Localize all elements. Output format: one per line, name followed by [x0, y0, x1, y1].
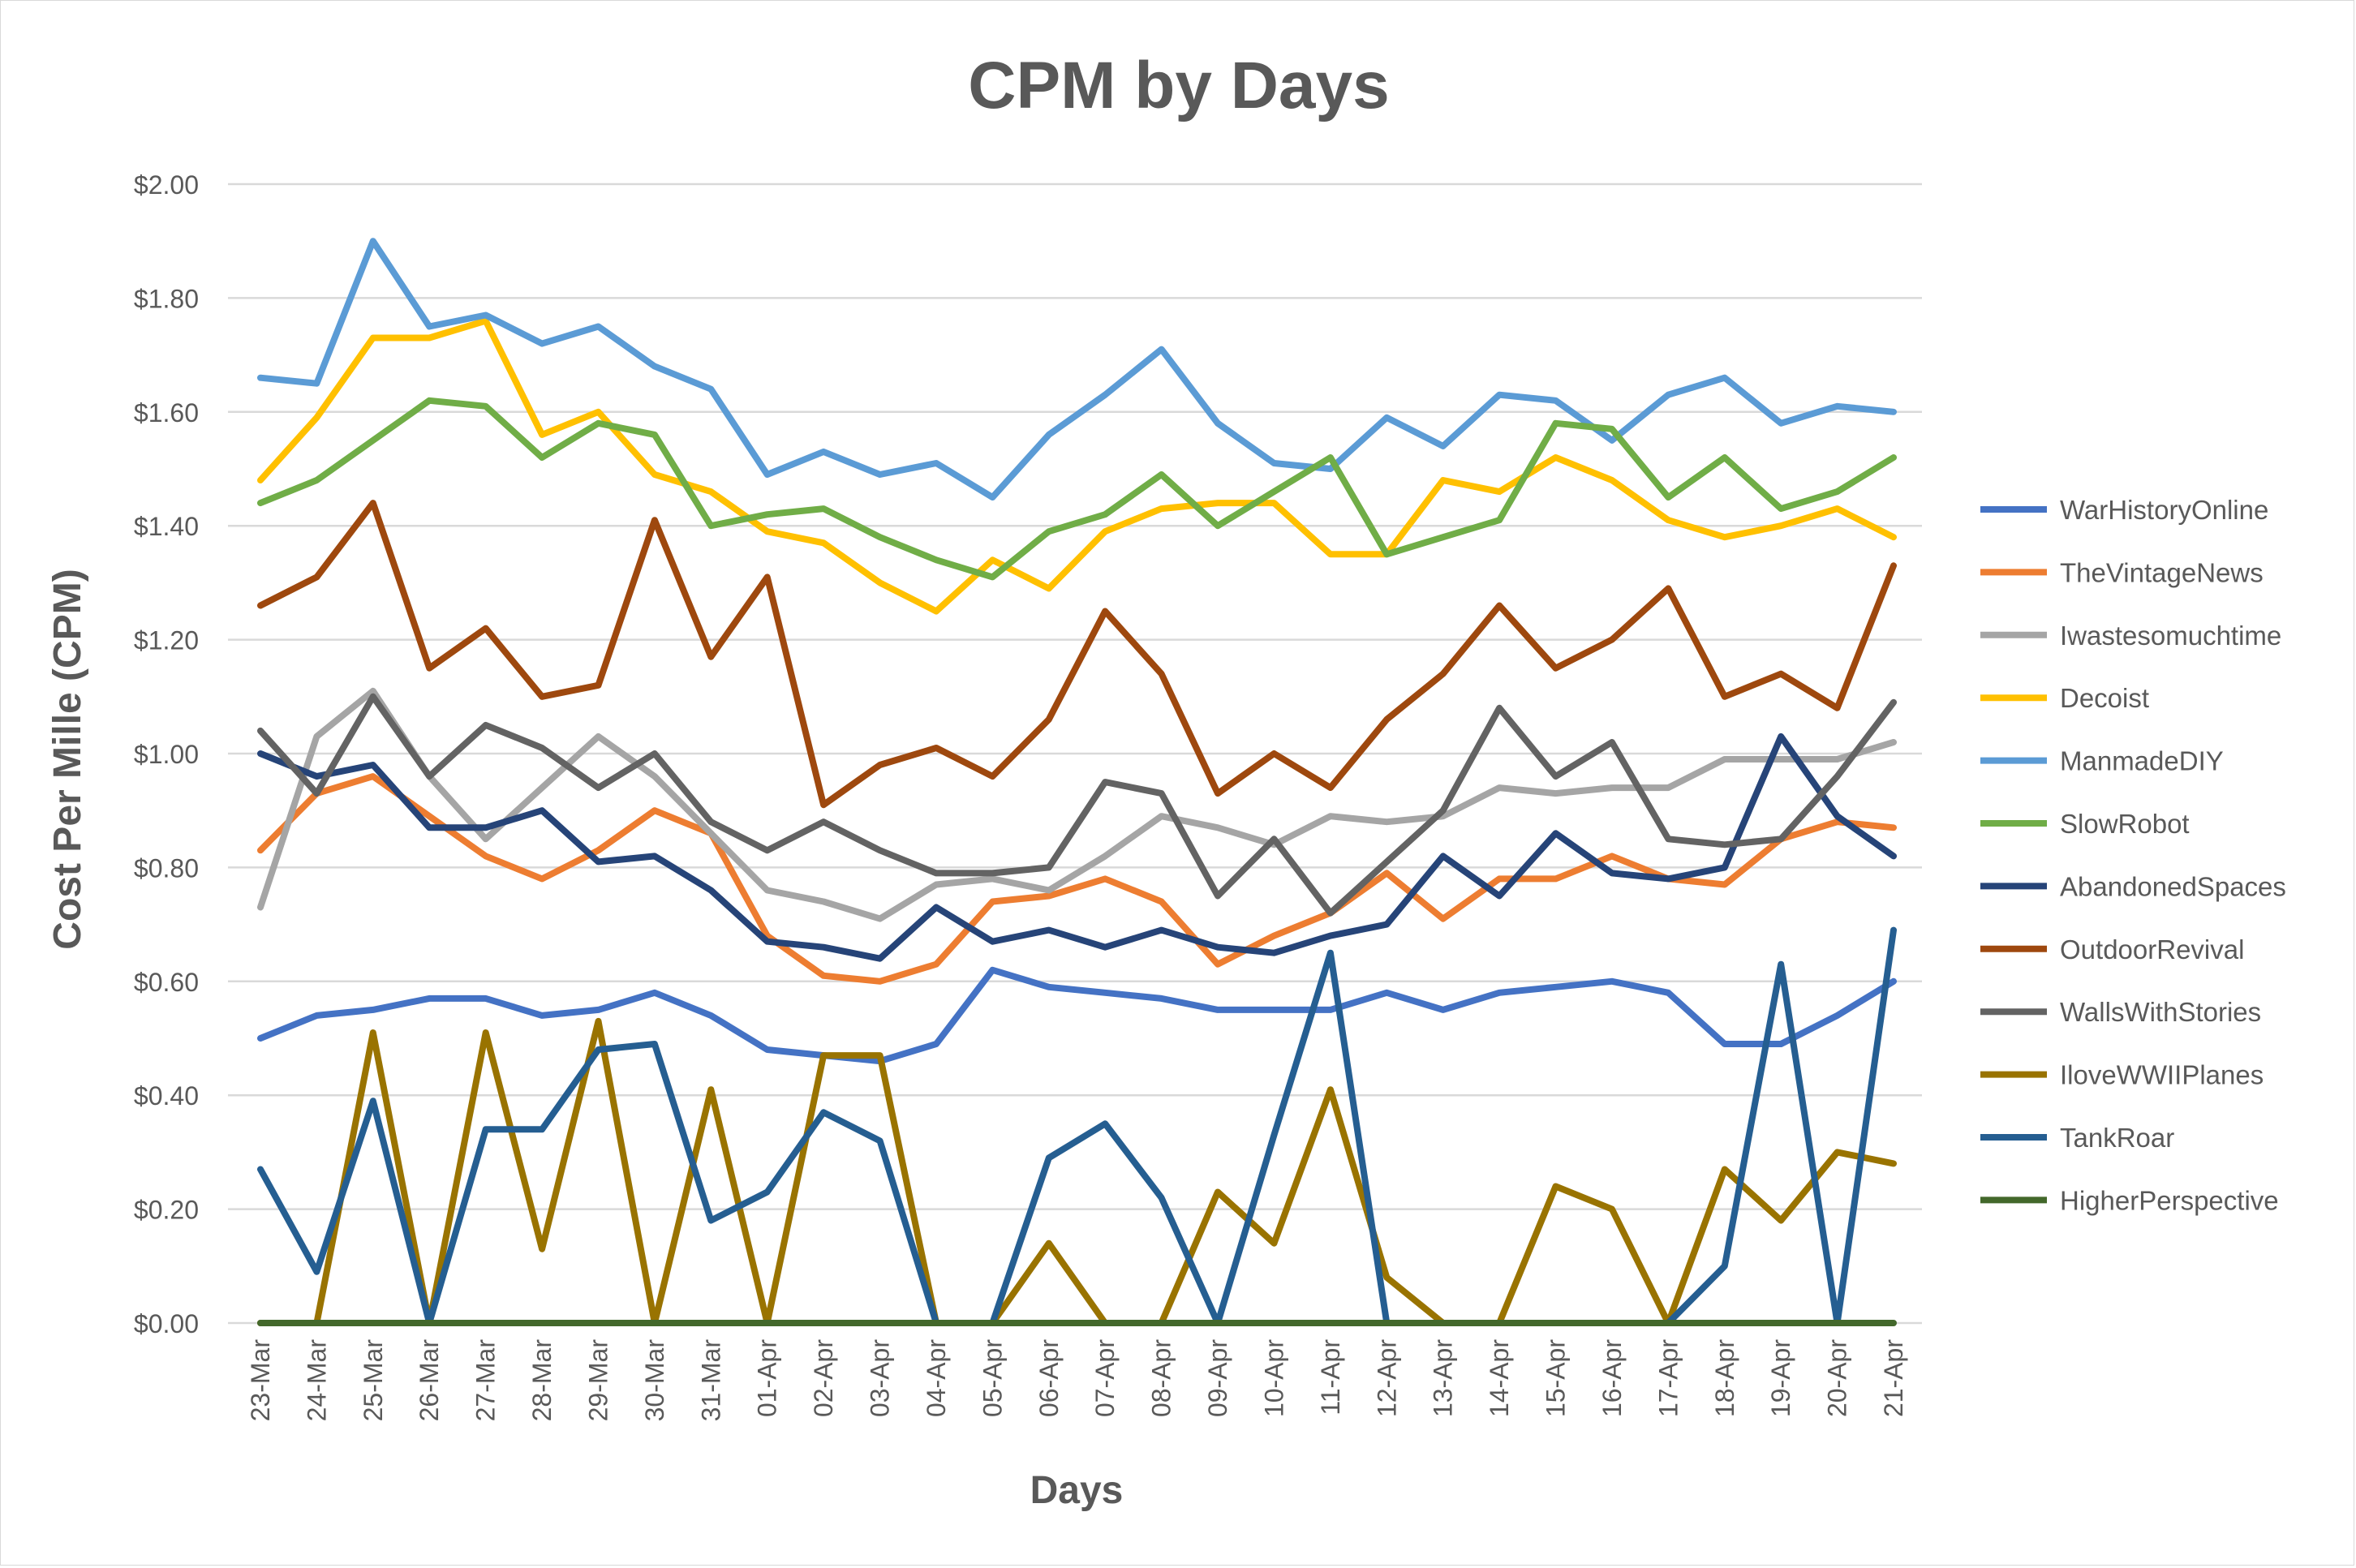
x-tick-labels: 23-Mar 24-Mar 25-Mar 26-Mar 27-Mar 28-Mar 29-M… [246, 1339, 1908, 1422]
y-tick-labels: $0.00 $0.20 $0.40 $0.60 $0.80 $1.00 $1.20 $1.40… [134, 170, 199, 1338]
legend-item: Decoist [1980, 683, 2149, 713]
legend-label: AbandonedSpaces [2060, 871, 2286, 901]
legend-label: Decoist [2060, 683, 2149, 713]
x-tick-label: 14-Apr [1485, 1339, 1514, 1417]
series-line-warhistoryonline [257, 966, 1897, 1065]
y-tick-label: $0.00 [134, 1309, 199, 1338]
legend-item: TheVintageNews [1980, 557, 2264, 587]
y-tick-label: $0.40 [134, 1081, 199, 1110]
x-tick-label: 31-Mar [696, 1339, 725, 1422]
legend-label: TankRoar [2060, 1123, 2174, 1153]
y-tick-label: $1.80 [134, 284, 199, 313]
series-line-thevintagenews [257, 773, 1897, 985]
x-tick-label: 26-Mar [415, 1339, 444, 1422]
y-tick-label: $1.00 [134, 740, 199, 769]
legend-item: HigherPerspective [1980, 1185, 2279, 1215]
gridlines [228, 183, 1922, 1325]
series-line-iwastesomuchtime [257, 687, 1897, 922]
legend-item: WallsWithStories [1980, 997, 2261, 1027]
x-tick-label: 18-Apr [1710, 1339, 1739, 1417]
legend-item: Iwastesomuchtime [1980, 621, 2281, 651]
legend-label: Iwastesomuchtime [2060, 621, 2281, 651]
y-tick-label: $0.80 [134, 853, 199, 883]
x-tick-label: 25-Mar [359, 1339, 388, 1422]
x-tick-label: 03-Apr [866, 1339, 895, 1417]
x-tick-label: 19-Apr [1766, 1339, 1795, 1417]
x-tick-label: 24-Mar [302, 1339, 331, 1422]
x-tick-label: 30-Mar [640, 1339, 669, 1422]
series-line-wallswithstories [257, 693, 1897, 917]
y-tick-label: $1.60 [134, 398, 199, 427]
legend-label: IloveWWIIPlanes [2060, 1060, 2264, 1090]
series-line-abandonedspaces [257, 732, 1897, 962]
legend-label: TheVintageNews [2060, 557, 2264, 587]
legend-label: HigherPerspective [2060, 1185, 2279, 1215]
chart-title: CPM by Days [968, 49, 1390, 122]
y-tick-label: $2.00 [134, 170, 199, 200]
x-tick-label: 29-Mar [583, 1339, 613, 1422]
x-tick-label: 23-Mar [246, 1339, 275, 1422]
x-tick-label: 13-Apr [1429, 1339, 1458, 1417]
x-tick-label: 10-Apr [1259, 1339, 1288, 1417]
x-tick-label: 06-Apr [1034, 1339, 1064, 1417]
series-line-outdoorrevival [257, 500, 1897, 809]
x-tick-label: 20-Apr [1823, 1339, 1852, 1417]
x-tick-label: 02-Apr [809, 1339, 838, 1417]
series-lines [257, 238, 1897, 1326]
x-tick-label: 01-Apr [753, 1339, 782, 1417]
legend-label: SlowRobot [2060, 809, 2190, 839]
legend-label: ManmadeDIY [2060, 746, 2224, 776]
y-tick-label: $1.20 [134, 626, 199, 655]
legend-item: TankRoar [1980, 1123, 2174, 1153]
legend-label: WarHistoryOnline [2060, 495, 2268, 525]
x-tick-label: 15-Apr [1541, 1339, 1571, 1417]
x-tick-label: 08-Apr [1147, 1339, 1176, 1417]
x-tick-label: 27-Mar [471, 1339, 501, 1422]
x-tick-label: 12-Apr [1372, 1339, 1401, 1417]
legend: WarHistoryOnline TheVintageNews Iwastesomu… [1980, 495, 2286, 1215]
x-tick-label: 16-Apr [1597, 1339, 1627, 1417]
series-line-decoist [257, 317, 1897, 615]
legend-item: AbandonedSpaces [1980, 871, 2286, 901]
legend-item: ManmadeDIY [1980, 746, 2224, 776]
y-tick-label: $0.60 [134, 968, 199, 997]
x-tick-label: 04-Apr [922, 1339, 951, 1417]
x-tick-label: 21-Apr [1879, 1339, 1908, 1417]
legend-label: WallsWithStories [2060, 997, 2261, 1027]
x-axis-title: Days [1030, 1469, 1124, 1512]
x-tick-label: 09-Apr [1203, 1339, 1232, 1417]
series-line-manmadediy [257, 238, 1897, 501]
y-tick-label: $0.20 [134, 1196, 199, 1225]
x-tick-label: 28-Mar [527, 1339, 557, 1422]
legend-item: WarHistoryOnline [1980, 495, 2268, 525]
series-line-ilovewwiiplanes [257, 1017, 1897, 1326]
series-line-slowrobot [257, 397, 1897, 581]
x-tick-label: 07-Apr [1090, 1339, 1120, 1417]
x-tick-label: 11-Apr [1316, 1339, 1345, 1415]
legend-item: SlowRobot [1980, 809, 2190, 839]
y-tick-label: $1.40 [134, 512, 199, 541]
legend-item: IloveWWIIPlanes [1980, 1060, 2264, 1090]
legend-label: OutdoorRevival [2060, 934, 2244, 964]
legend-item: OutdoorRevival [1980, 934, 2244, 964]
x-tick-label: 17-Apr [1653, 1339, 1683, 1417]
y-axis-title: Cost Per Mille (CPM) [46, 569, 89, 949]
x-tick-label: 05-Apr [978, 1339, 1007, 1417]
